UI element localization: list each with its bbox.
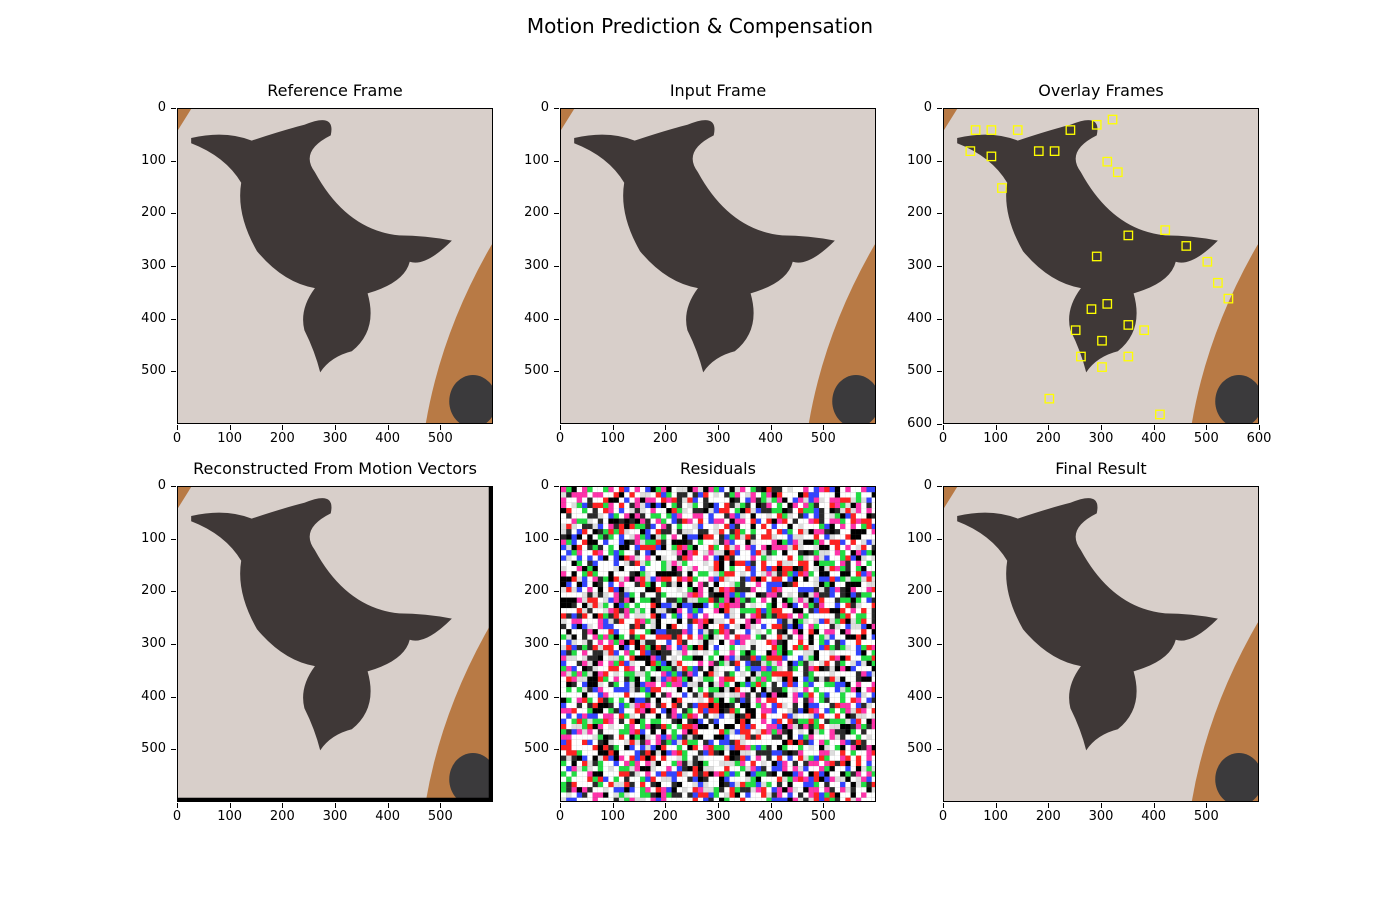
- cat-photo-image: [560, 108, 876, 424]
- x-tick-label: 0: [540, 803, 580, 824]
- x-tick-label: 100: [976, 425, 1016, 446]
- subplot-title: Final Result: [1055, 459, 1147, 478]
- x-tick-label: 400: [1134, 425, 1174, 446]
- x-tick-label: 100: [593, 425, 633, 446]
- subplot-6: Final Result 0 100 200 300 400 500 0 100 200 300 40…: [907, 459, 1259, 824]
- y-tick-label: 300: [892, 258, 942, 273]
- y-tick-label: 400: [509, 689, 559, 704]
- subplot-3: Overlay Frames 0 100 200 300 400 500 600 0 100 200…: [907, 81, 1271, 446]
- x-tick-label: 400: [751, 425, 791, 446]
- x-tick-label: 0: [157, 803, 197, 824]
- x-tick-label: 200: [1028, 425, 1068, 446]
- y-tick-label: 500: [509, 741, 559, 756]
- subplot-2: Input Frame 0 100 200 300 400 500 0 100 200 300 400…: [524, 81, 876, 446]
- y-tick-label: 0: [509, 478, 559, 493]
- y-tick-label: 200: [126, 205, 176, 220]
- x-tick-label: 300: [1081, 425, 1121, 446]
- y-tick-label: 200: [126, 583, 176, 598]
- y-tick-label: 300: [126, 258, 176, 273]
- y-tick-label: 400: [509, 311, 559, 326]
- subplot-1: Reference Frame 0 100 200 300 400 500 0 100 200 30…: [141, 81, 493, 446]
- x-tick-label: 0: [923, 803, 963, 824]
- y-tick-label: 0: [126, 100, 176, 115]
- x-tick-label: 300: [698, 425, 738, 446]
- x-tick-label: 200: [645, 803, 685, 824]
- x-tick-label: 0: [540, 425, 580, 446]
- noisy-residual-map-image: [560, 486, 876, 802]
- x-tick-label: 500: [420, 803, 460, 824]
- subplot-title: Reconstructed From Motion Vectors: [193, 459, 477, 478]
- y-tick-label: 400: [892, 311, 942, 326]
- x-tick-label: 0: [923, 425, 963, 446]
- x-tick-label: 400: [1134, 803, 1174, 824]
- y-tick-label: 500: [126, 363, 176, 378]
- subplot-5: Residuals 0 100 200 300 400 500 0 100 200 300 400 50…: [524, 459, 876, 824]
- x-tick-label: 500: [1186, 425, 1226, 446]
- subplot-title: Reference Frame: [267, 81, 403, 100]
- y-tick-label: 300: [126, 636, 176, 651]
- subplot-4: Reconstructed From Motion Vectors 0 100 200…: [141, 459, 493, 824]
- y-tick-label: 200: [892, 583, 942, 598]
- x-tick-label: 200: [262, 425, 302, 446]
- x-tick-label: 300: [1081, 803, 1121, 824]
- y-tick-label: 0: [509, 100, 559, 115]
- x-tick-label: 200: [262, 803, 302, 824]
- x-tick-label: 600: [1239, 425, 1279, 446]
- x-tick-label: 400: [368, 425, 408, 446]
- y-tick-label: 300: [509, 636, 559, 651]
- y-tick-label: 400: [126, 689, 176, 704]
- y-tick-label: 300: [509, 258, 559, 273]
- y-tick-label: 500: [892, 363, 942, 378]
- y-tick-label: 400: [126, 311, 176, 326]
- y-tick-label: 600: [892, 416, 942, 431]
- x-tick-label: 300: [315, 803, 355, 824]
- y-tick-label: 500: [892, 741, 942, 756]
- y-tick-label: 200: [509, 205, 559, 220]
- x-tick-label: 200: [645, 425, 685, 446]
- y-tick-label: 200: [892, 205, 942, 220]
- subplot-title: Overlay Frames: [1038, 81, 1164, 100]
- y-tick-label: 100: [509, 531, 559, 546]
- x-tick-label: 500: [803, 803, 843, 824]
- x-tick-label: 300: [315, 425, 355, 446]
- y-tick-label: 500: [509, 363, 559, 378]
- y-tick-label: 100: [126, 531, 176, 546]
- x-tick-label: 400: [751, 803, 791, 824]
- y-tick-label: 100: [126, 153, 176, 168]
- cat-photo-with-motion-vector-boxes-image: [943, 108, 1259, 424]
- y-tick-label: 100: [892, 531, 942, 546]
- cat-photo-image: [943, 486, 1259, 802]
- y-tick-label: 0: [892, 100, 942, 115]
- y-tick-label: 200: [509, 583, 559, 598]
- cat-photo-image: [177, 108, 493, 424]
- subplot-title: Residuals: [680, 459, 756, 478]
- figure-title: Motion Prediction & Compensation: [526, 14, 874, 38]
- x-tick-label: 200: [1028, 803, 1068, 824]
- y-tick-label: 100: [892, 153, 942, 168]
- x-tick-label: 300: [698, 803, 738, 824]
- x-tick-label: 500: [420, 425, 460, 446]
- x-tick-label: 500: [1186, 803, 1226, 824]
- y-tick-label: 100: [509, 153, 559, 168]
- x-tick-label: 400: [368, 803, 408, 824]
- x-tick-label: 500: [803, 425, 843, 446]
- x-tick-label: 100: [210, 425, 250, 446]
- x-tick-label: 100: [976, 803, 1016, 824]
- x-tick-label: 100: [210, 803, 250, 824]
- subplot-title: Input Frame: [669, 81, 767, 100]
- y-tick-label: 300: [892, 636, 942, 651]
- x-tick-label: 100: [593, 803, 633, 824]
- x-tick-label: 0: [157, 425, 197, 446]
- y-tick-label: 500: [126, 741, 176, 756]
- y-tick-label: 400: [892, 689, 942, 704]
- y-tick-label: 0: [892, 478, 942, 493]
- blocky-cat-reconstruction-image: [177, 486, 493, 802]
- y-tick-label: 0: [126, 478, 176, 493]
